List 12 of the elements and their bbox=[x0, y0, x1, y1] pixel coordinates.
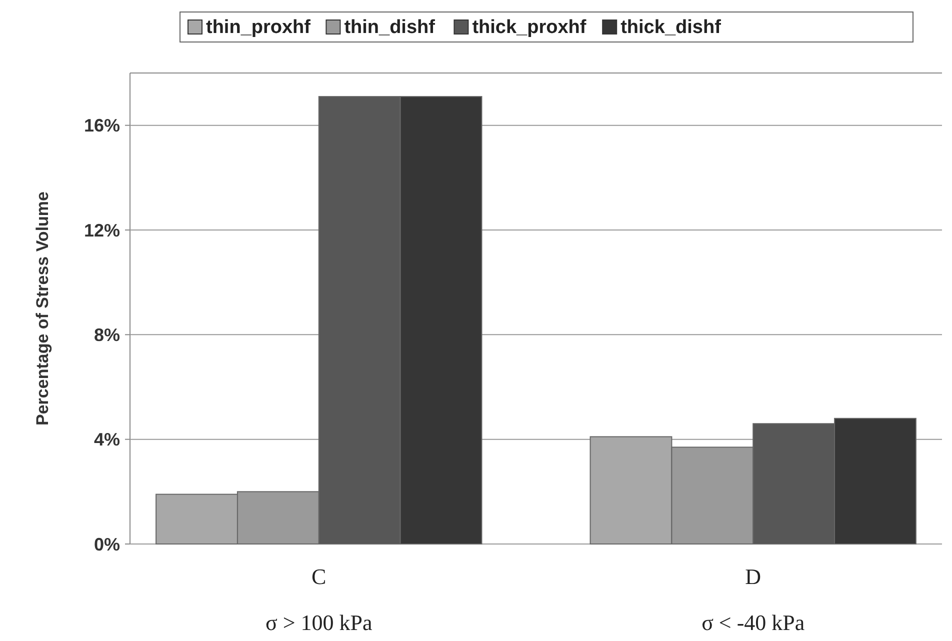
legend-label: thin_proxhf bbox=[206, 17, 312, 38]
y-tick-label: 16% bbox=[84, 116, 120, 136]
legend-label: thick_proxhf bbox=[472, 17, 587, 38]
legend-label: thin_dishf bbox=[344, 17, 436, 38]
x-tick-label: D σ < -40 kPa bbox=[702, 564, 805, 635]
y-axis-title: Percentage of Stress Volume bbox=[33, 192, 52, 426]
x-tick-label: C σ > 100 kPa bbox=[265, 564, 372, 635]
y-tick-label: 12% bbox=[84, 220, 120, 240]
y-tick-label: 4% bbox=[94, 430, 120, 450]
y-tick-label: 8% bbox=[94, 324, 120, 345]
y-tick-label: 0% bbox=[94, 534, 120, 554]
legend-label: thick_dishf bbox=[620, 17, 722, 38]
